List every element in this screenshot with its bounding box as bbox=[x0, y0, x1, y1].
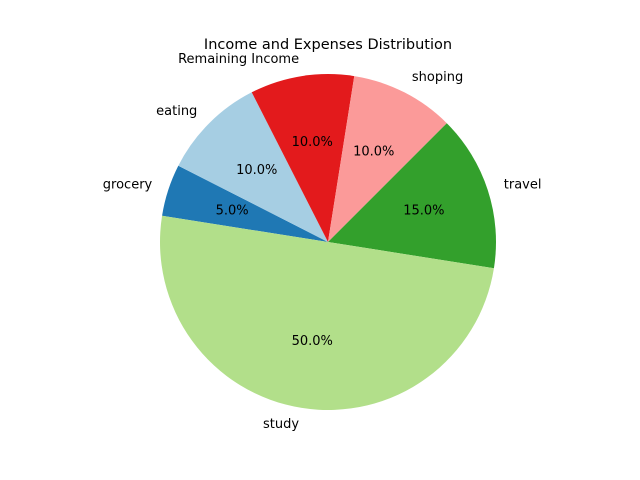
pie-labels: grocery 5.0% eating 10.0% Remaining Income 10… bbox=[103, 52, 542, 432]
pie-slice-shoping bbox=[328, 76, 447, 242]
slice-percent-eating: 10.0% bbox=[236, 163, 277, 178]
pie-slice-remaining-income bbox=[251, 74, 355, 242]
slice-percent-travel: 15.0% bbox=[403, 203, 444, 218]
slice-percent-remaining-income: 10.0% bbox=[292, 135, 333, 150]
slice-label-travel: travel bbox=[504, 177, 542, 192]
pie-slice-study bbox=[160, 215, 494, 410]
slice-percent-shoping: 10.0% bbox=[353, 145, 394, 160]
pie-slice-eating bbox=[178, 92, 328, 242]
chart-title: Income and Expenses Distribution bbox=[204, 37, 452, 53]
slice-label-grocery: grocery bbox=[103, 177, 153, 192]
slice-percent-study: 50.0% bbox=[292, 334, 333, 349]
slice-percent-grocery: 5.0% bbox=[216, 203, 249, 218]
slice-label-remaining-income: Remaining Income bbox=[178, 52, 299, 67]
pie-slice-travel bbox=[328, 123, 496, 269]
pie-slice-grocery bbox=[162, 165, 328, 242]
slice-label-study: study bbox=[263, 417, 299, 432]
pie-slices bbox=[160, 74, 496, 410]
slice-label-shoping: shoping bbox=[412, 70, 463, 85]
slice-label-eating: eating bbox=[156, 104, 197, 119]
